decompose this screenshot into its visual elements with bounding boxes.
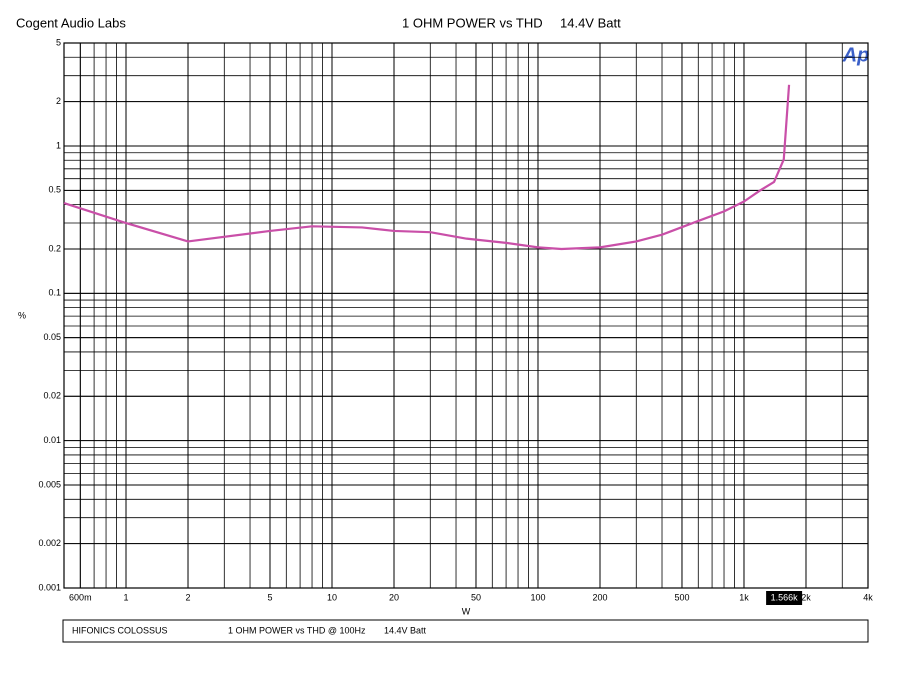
x-tick-label: 2 bbox=[186, 592, 191, 602]
x-tick-label: 100 bbox=[530, 592, 545, 602]
y-tick-label: 0.01 bbox=[43, 435, 61, 445]
x-tick-label: 600m bbox=[69, 592, 92, 602]
y-tick-label: 0.02 bbox=[43, 391, 61, 401]
brand: Cogent Audio Labs bbox=[16, 15, 126, 30]
x-tick-label: 2k bbox=[801, 592, 811, 602]
footer-box bbox=[62, 619, 869, 643]
x-tick-label: 200 bbox=[592, 592, 607, 602]
x-tick-label: 1 bbox=[124, 592, 129, 602]
y-tick-label: 0.5 bbox=[48, 185, 61, 195]
y-tick-label: 0.1 bbox=[48, 288, 61, 298]
y-axis-label: % bbox=[18, 310, 26, 320]
chart-title: 1 OHM POWER vs THD bbox=[402, 15, 543, 30]
plot-frame bbox=[63, 42, 869, 589]
y-tick-label: 5 bbox=[56, 37, 61, 47]
y-tick-label: 0.001 bbox=[38, 582, 61, 592]
x-tick-label: 50 bbox=[471, 592, 481, 602]
x-tick-label: 10 bbox=[327, 592, 337, 602]
x-tick-label: 1k bbox=[739, 592, 749, 602]
y-tick-label: 0.05 bbox=[43, 332, 61, 342]
footer-text: 1 OHM POWER vs THD @ 100Hz bbox=[228, 625, 366, 635]
x-axis-label: W bbox=[462, 606, 471, 616]
y-tick-label: 0.002 bbox=[38, 538, 61, 548]
x-tick-label: 5 bbox=[267, 592, 272, 602]
data-line bbox=[63, 84, 791, 251]
x-tick-label: 20 bbox=[389, 592, 399, 602]
footer-text: HIFONICS COLOSSUS bbox=[72, 625, 168, 635]
logo: Ap bbox=[842, 44, 870, 66]
x-tick-label: 4k bbox=[863, 592, 873, 602]
y-tick-label: 0.005 bbox=[38, 479, 61, 489]
footer-text: 14.4V Batt bbox=[384, 625, 427, 635]
chart-subtitle: 14.4V Batt bbox=[560, 15, 621, 30]
y-tick-label: 1 bbox=[56, 140, 61, 150]
y-tick-label: 0.2 bbox=[48, 243, 61, 253]
y-tick-label: 2 bbox=[56, 96, 61, 106]
cursor-box bbox=[766, 591, 803, 605]
cursor-label: 1.566k bbox=[771, 592, 799, 602]
x-tick-label: 500 bbox=[674, 592, 689, 602]
